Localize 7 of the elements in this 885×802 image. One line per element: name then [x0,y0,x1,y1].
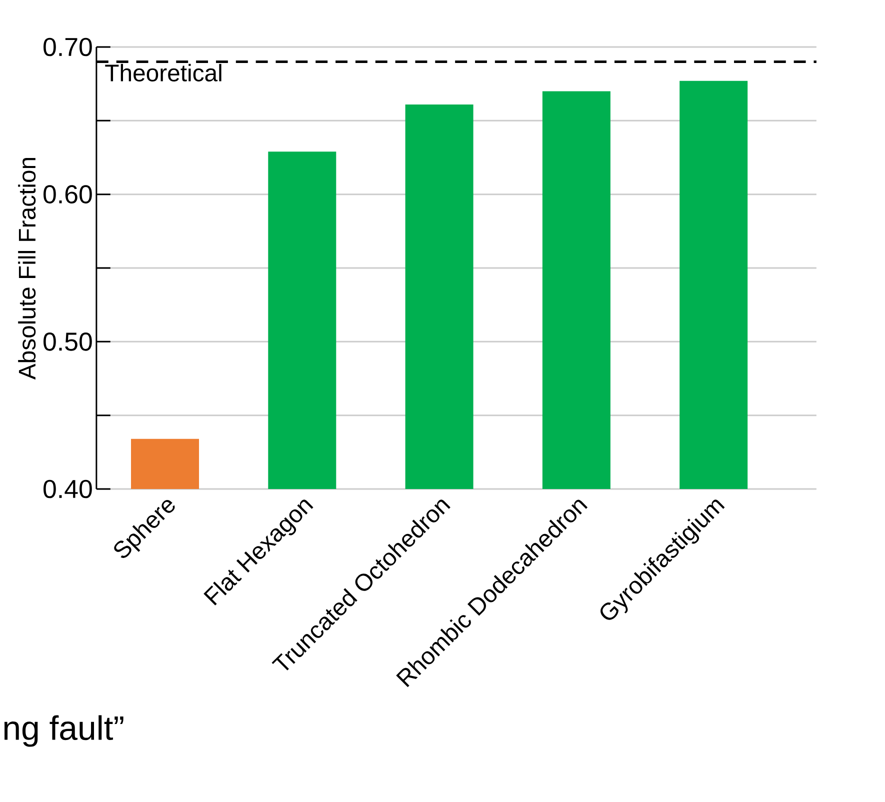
text: ng fault” [4,715,124,747]
y-axis-title: Absolute Fill Fraction [18,158,36,380]
y-tick-label: 0.60 [44,185,92,204]
y-tick-label: 0.40 [44,480,92,498]
y-tick-label: 0.50 [44,332,92,351]
ref-line-label: Theoretical [105,64,222,82]
y-tick-label: 0.70 [44,38,92,56]
